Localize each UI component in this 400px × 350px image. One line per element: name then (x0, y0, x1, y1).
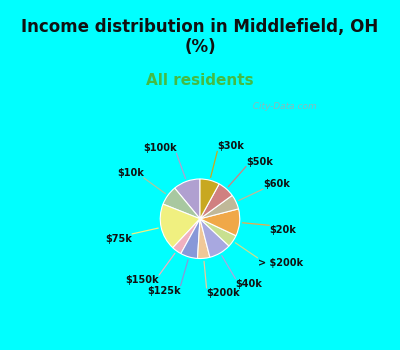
Text: > $200k: > $200k (258, 258, 303, 268)
Wedge shape (198, 219, 210, 259)
Wedge shape (200, 219, 236, 246)
Text: $30k: $30k (217, 141, 244, 151)
Wedge shape (163, 188, 200, 219)
Wedge shape (200, 179, 219, 219)
Text: $20k: $20k (269, 225, 296, 235)
Text: $50k: $50k (246, 156, 273, 167)
Text: $100k: $100k (143, 143, 176, 153)
Wedge shape (200, 209, 240, 236)
Text: $40k: $40k (236, 279, 262, 289)
Text: $200k: $200k (206, 288, 240, 298)
Wedge shape (200, 184, 232, 219)
Wedge shape (175, 179, 200, 219)
Wedge shape (181, 219, 200, 258)
Text: $75k: $75k (105, 234, 132, 244)
Text: Income distribution in Middlefield, OH
(%): Income distribution in Middlefield, OH (… (21, 18, 379, 56)
Text: $10k: $10k (117, 168, 144, 178)
Text: $60k: $60k (263, 179, 290, 189)
Text: $125k: $125k (147, 286, 180, 295)
Text: City-Data.com: City-Data.com (247, 102, 317, 111)
Wedge shape (200, 219, 229, 257)
Text: All residents: All residents (146, 73, 254, 88)
Wedge shape (173, 219, 200, 254)
Wedge shape (160, 204, 200, 248)
Wedge shape (200, 195, 238, 219)
Text: $150k: $150k (126, 275, 159, 285)
